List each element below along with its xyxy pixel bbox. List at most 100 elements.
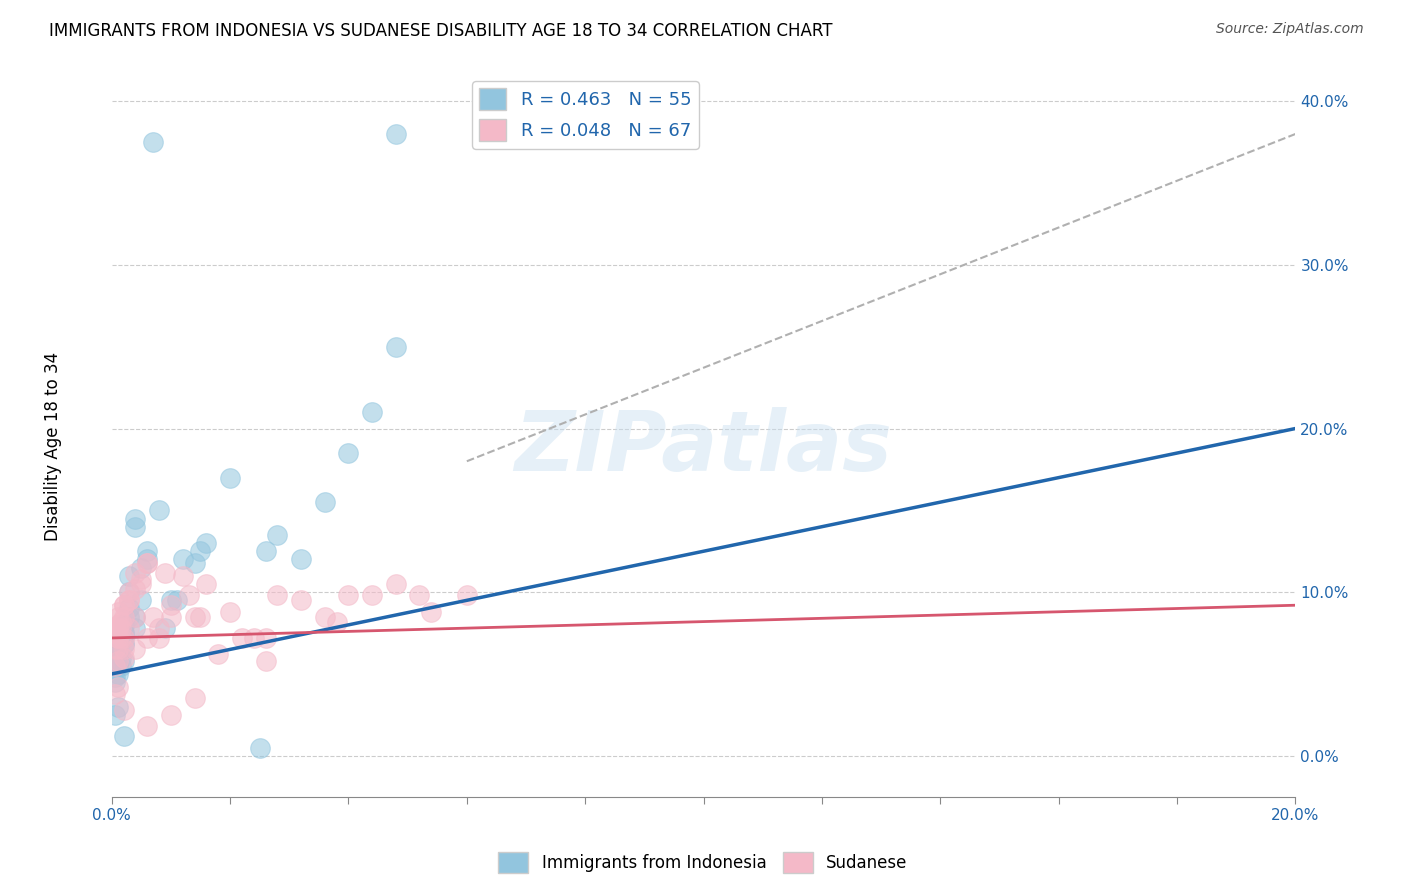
Point xyxy=(142,135,165,149)
Point xyxy=(112,650,135,665)
Point xyxy=(118,621,141,635)
Point xyxy=(118,601,141,615)
Point xyxy=(290,552,312,566)
Point xyxy=(160,609,183,624)
Point xyxy=(104,650,127,665)
Point xyxy=(195,577,218,591)
Point xyxy=(112,618,135,632)
Point xyxy=(136,719,159,733)
Point xyxy=(361,405,384,419)
Point xyxy=(112,631,135,645)
Point xyxy=(124,511,146,525)
Point xyxy=(104,626,127,640)
Text: Source: ZipAtlas.com: Source: ZipAtlas.com xyxy=(1216,22,1364,37)
Point xyxy=(104,707,127,722)
Point xyxy=(112,638,135,652)
Point xyxy=(118,585,141,599)
Point xyxy=(104,670,127,684)
Point xyxy=(110,621,132,635)
Point xyxy=(242,631,264,645)
Point xyxy=(190,609,212,624)
Point xyxy=(385,577,408,591)
Point xyxy=(118,593,141,607)
Point xyxy=(408,588,430,602)
Point xyxy=(124,609,146,624)
Point xyxy=(124,642,146,657)
Point xyxy=(107,680,129,694)
Point xyxy=(385,127,408,141)
Point xyxy=(104,658,127,673)
Text: IMMIGRANTS FROM INDONESIA VS SUDANESE DISABILITY AGE 18 TO 34 CORRELATION CHART: IMMIGRANTS FROM INDONESIA VS SUDANESE DI… xyxy=(49,22,832,40)
Point xyxy=(107,631,129,645)
Point xyxy=(361,588,384,602)
Point xyxy=(337,446,360,460)
Point xyxy=(254,654,277,668)
Point xyxy=(124,582,146,596)
Point xyxy=(110,650,132,665)
Point xyxy=(136,544,159,558)
Point xyxy=(124,519,146,533)
Point xyxy=(166,593,188,607)
Point xyxy=(110,615,132,629)
Point xyxy=(290,593,312,607)
Point xyxy=(112,631,135,645)
Point xyxy=(148,631,170,645)
Point xyxy=(107,609,129,624)
Point xyxy=(112,609,135,624)
Point xyxy=(107,699,129,714)
Point xyxy=(231,631,253,645)
Point xyxy=(107,642,129,657)
Point xyxy=(107,658,129,673)
Point xyxy=(266,588,288,602)
Point xyxy=(104,675,127,690)
Point xyxy=(107,621,129,635)
Point xyxy=(160,593,183,607)
Point xyxy=(107,658,129,673)
Point xyxy=(118,585,141,599)
Point xyxy=(136,556,159,570)
Legend: R = 0.463   N = 55, R = 0.048   N = 67: R = 0.463 N = 55, R = 0.048 N = 67 xyxy=(472,81,699,149)
Point xyxy=(112,618,135,632)
Point xyxy=(183,609,205,624)
Point xyxy=(104,687,127,701)
Point xyxy=(118,609,141,624)
Point xyxy=(266,528,288,542)
Legend: Immigrants from Indonesia, Sudanese: Immigrants from Indonesia, Sudanese xyxy=(492,846,914,880)
Point xyxy=(129,560,152,574)
Point xyxy=(325,615,347,629)
Text: Disability Age 18 to 34: Disability Age 18 to 34 xyxy=(45,351,62,541)
Point xyxy=(314,609,336,624)
Point xyxy=(124,566,146,580)
Point xyxy=(107,648,129,662)
Point xyxy=(107,631,129,645)
Point xyxy=(118,593,141,607)
Point xyxy=(107,638,129,652)
Point xyxy=(153,621,176,635)
Point xyxy=(129,593,152,607)
Point xyxy=(190,544,212,558)
Point xyxy=(112,626,135,640)
Point xyxy=(148,621,170,635)
Point xyxy=(112,599,135,613)
Point xyxy=(104,642,127,657)
Point xyxy=(112,703,135,717)
Point xyxy=(172,568,194,582)
Point xyxy=(177,588,200,602)
Point xyxy=(172,552,194,566)
Point xyxy=(107,648,129,662)
Point xyxy=(110,658,132,673)
Point xyxy=(249,740,271,755)
Point xyxy=(112,599,135,613)
Text: ZIPatlas: ZIPatlas xyxy=(515,407,893,488)
Point xyxy=(136,552,159,566)
Point xyxy=(160,707,183,722)
Point xyxy=(385,340,408,354)
Point xyxy=(112,654,135,668)
Point xyxy=(107,642,129,657)
Point xyxy=(112,729,135,743)
Point xyxy=(456,588,478,602)
Point xyxy=(136,556,159,570)
Point xyxy=(136,631,159,645)
Point xyxy=(107,618,129,632)
Point xyxy=(254,544,277,558)
